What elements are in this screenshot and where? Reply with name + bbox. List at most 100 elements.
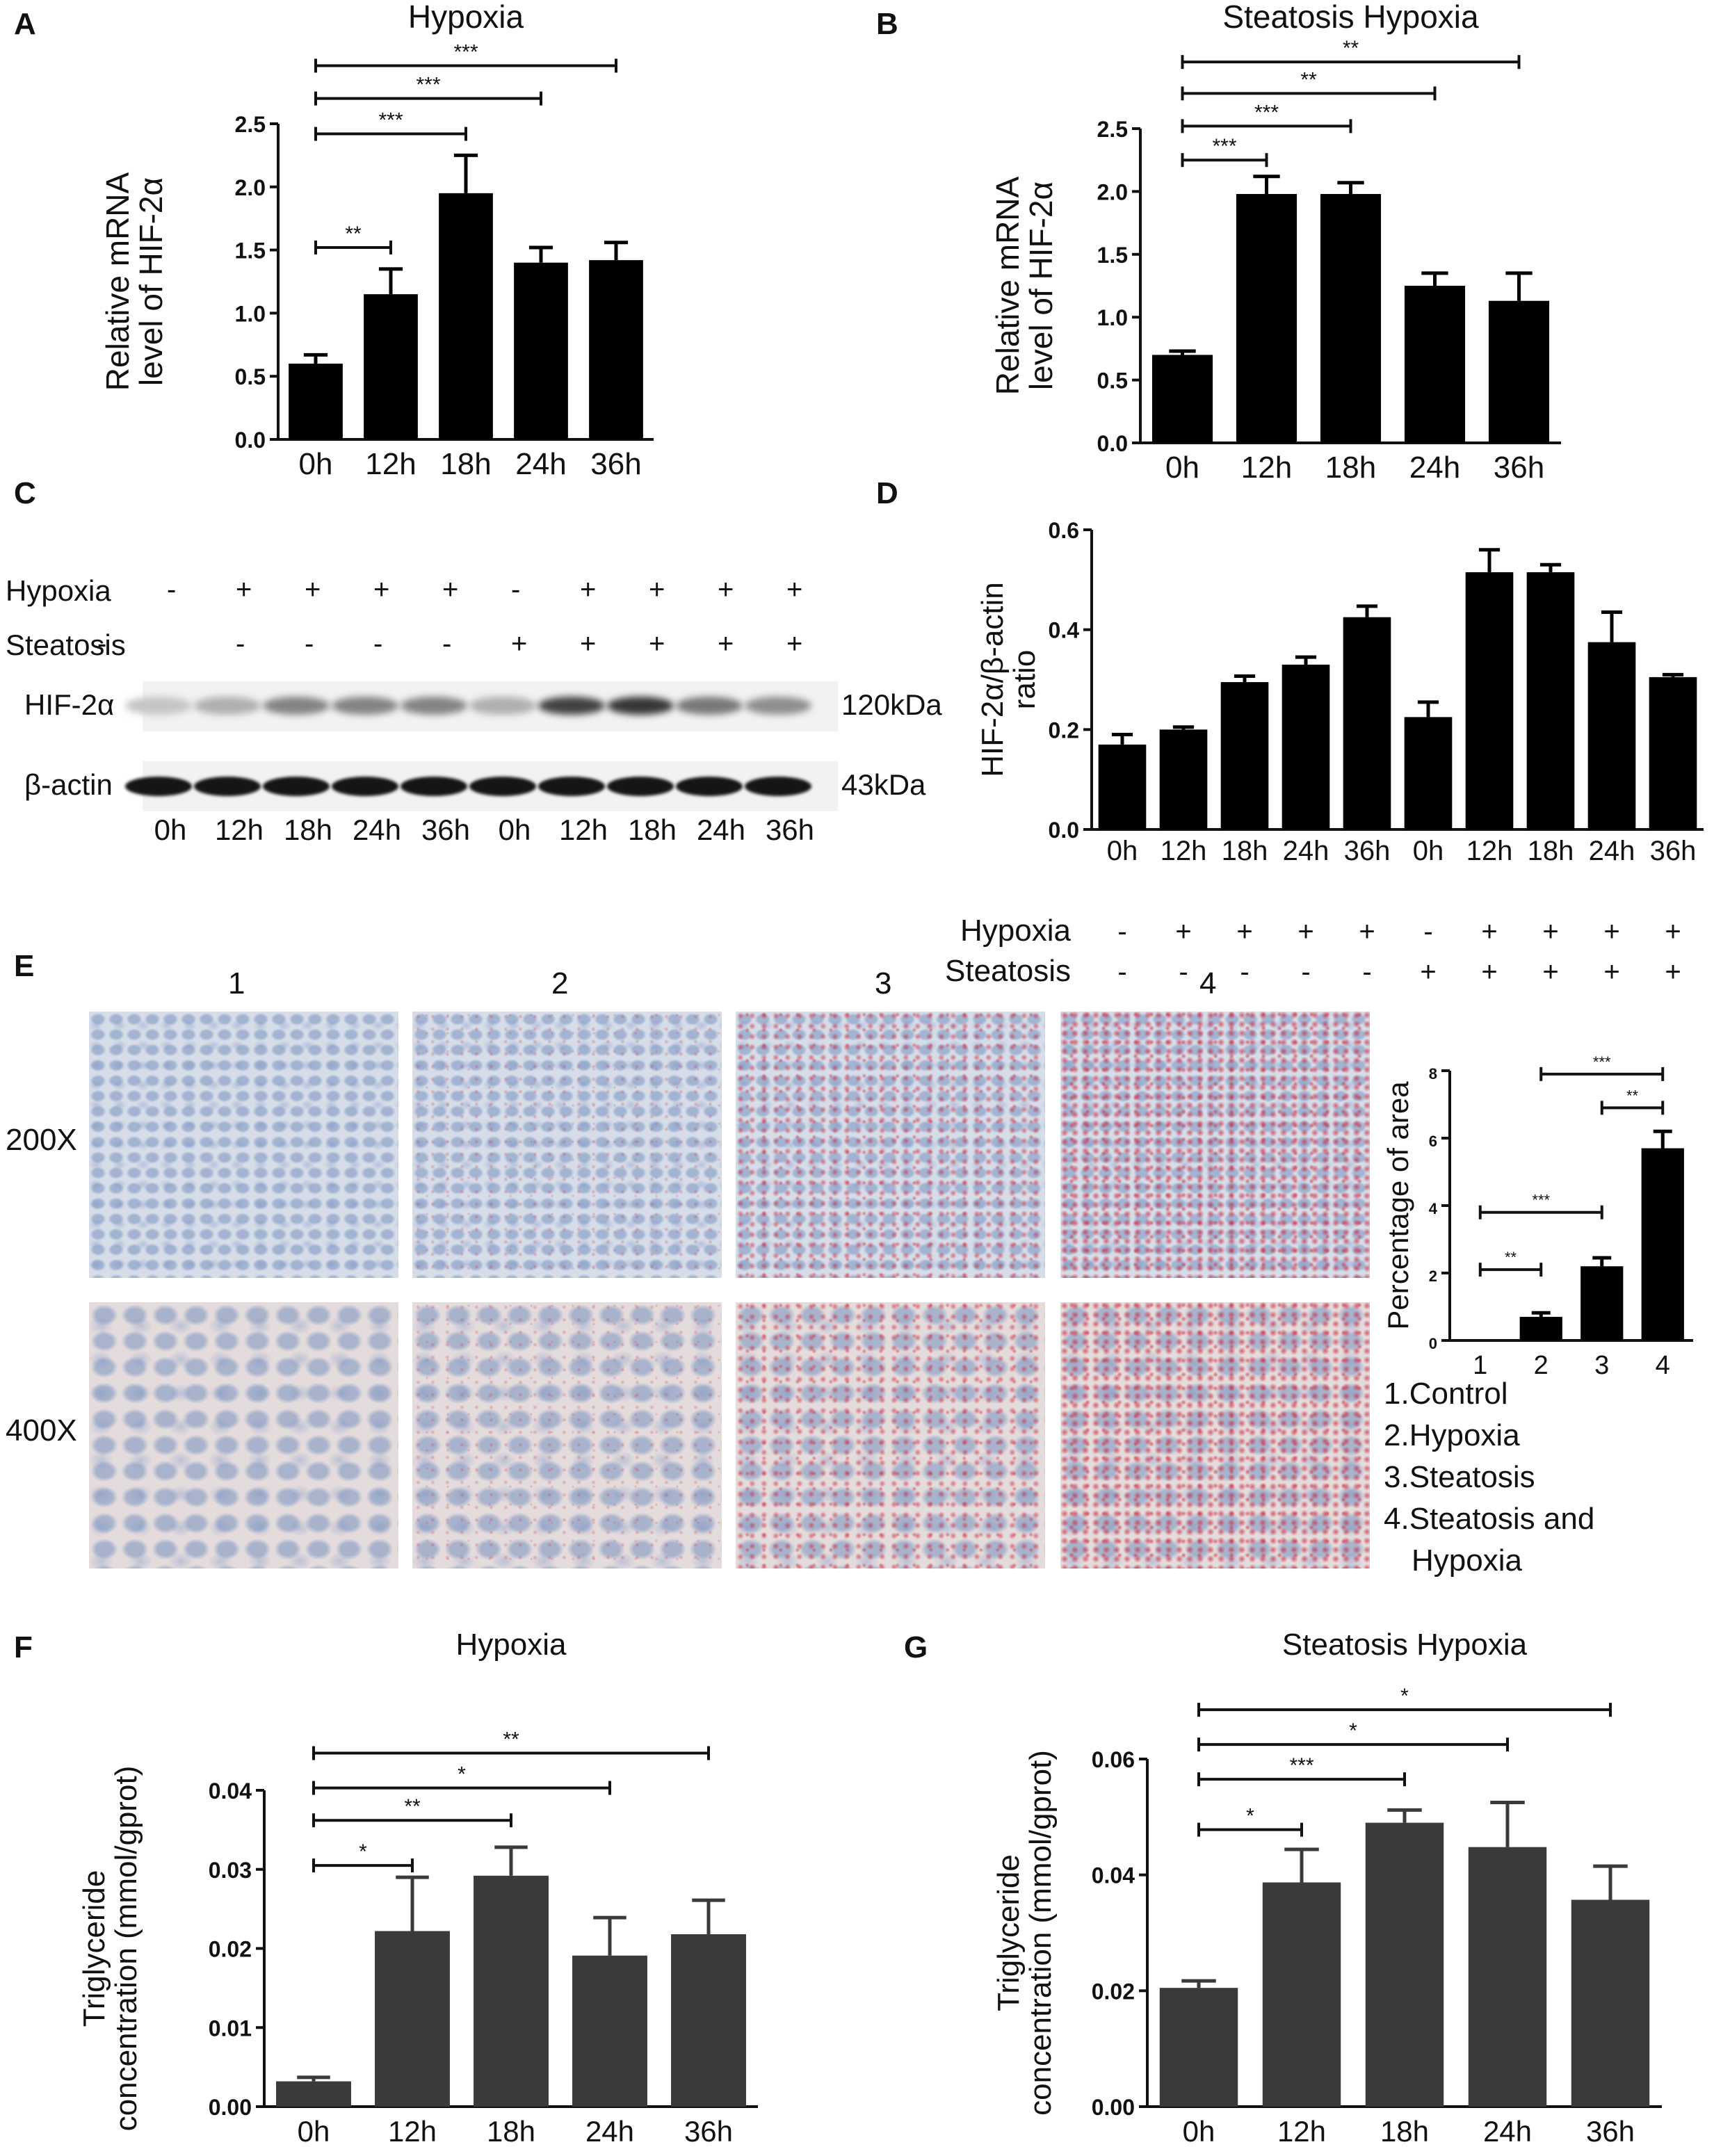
micrograph (412, 1012, 722, 1278)
significance-stars: * (1400, 1685, 1409, 1708)
y-tick-label: 0.00 (1092, 2095, 1135, 2120)
y-axis-label: level of HIF-2α (1023, 181, 1059, 390)
chart-title: Hypoxia (408, 0, 524, 35)
treatment-mark: + (1603, 957, 1619, 987)
y-axis-label: Percentage of area (1382, 1081, 1414, 1330)
x-tick-label: 18h (1380, 2115, 1429, 2148)
blot-treatment-mark: + (236, 574, 252, 605)
y-tick-label: 0.5 (235, 364, 266, 389)
micrograph (89, 1012, 398, 1278)
bar (1526, 572, 1575, 829)
significance-stars: *** (378, 109, 403, 132)
y-axis-label: Relative mRNA (99, 172, 136, 391)
y-tick-label: 2 (1429, 1267, 1437, 1285)
y-axis-label: Triglyceride (77, 1870, 111, 2027)
blot-treatment-mark: + (305, 574, 321, 605)
staining-column-label: 3 (875, 966, 892, 1000)
blot-band (125, 697, 192, 715)
blot-row-label: Steatosis (6, 629, 126, 661)
x-tick-label: 0h (1413, 836, 1444, 866)
bar (1320, 194, 1382, 443)
blot-treatment-mark: - (305, 629, 314, 659)
chart-title: Steatosis Hypoxia (1282, 1628, 1528, 1662)
bar (1343, 617, 1391, 829)
blot-treatment-mark: - (373, 629, 383, 659)
blot-band (469, 777, 536, 796)
y-tick-label: 0.01 (209, 2016, 252, 2041)
significance-stars: * (1349, 1719, 1357, 1742)
treatment-mark: - (1117, 957, 1126, 987)
x-tick-label: 24h (1283, 836, 1329, 866)
y-tick-label: 4 (1429, 1200, 1438, 1217)
panel-label-d: D (876, 476, 898, 510)
significance-stars: *** (1212, 135, 1236, 158)
chart-g-triglyceride-steatosis-hypoxia: Steatosis Hypoxia Triglycerideconcentrati… (992, 1628, 1662, 2148)
treatment-mark: + (1175, 916, 1191, 947)
blot-band (538, 777, 605, 796)
bar (1220, 682, 1269, 829)
y-tick-label: 0.6 (1049, 518, 1079, 543)
y-tick-label: 2.0 (235, 175, 266, 200)
bar (289, 364, 343, 439)
blot-band (676, 777, 743, 796)
bar (1404, 286, 1466, 443)
x-tick-label: 36h (1344, 836, 1391, 866)
y-tick-label: 0.04 (209, 1778, 252, 1804)
x-tick-label: 12h (388, 2115, 437, 2148)
y-tick-label: 1.5 (235, 238, 266, 264)
x-tick-label: 0h (1165, 451, 1199, 485)
x-tick-label: 0h (1107, 836, 1138, 866)
significance-stars: ** (1505, 1249, 1517, 1266)
y-tick-label: 8 (1429, 1065, 1437, 1083)
y-tick-label: 0.5 (1097, 368, 1128, 394)
blot-treatment-mark: + (580, 574, 597, 605)
x-tick-label: 18h (440, 447, 491, 481)
treatment-mark: + (1359, 916, 1375, 947)
blot-band (676, 697, 743, 715)
y-axis-label: level of HIF-2α (133, 177, 169, 386)
x-tick-label: 1 (1473, 1351, 1487, 1380)
bar (1580, 1266, 1624, 1340)
blot-treatment-mark: - (97, 629, 107, 659)
legend-entry: Hypoxia (1412, 1543, 1522, 1578)
significance-stars: *** (416, 74, 440, 97)
y-tick-label: 0.0 (1097, 431, 1128, 456)
y-tick-label: 0.02 (1092, 1979, 1135, 2004)
bar (474, 1875, 549, 2107)
significance-stars: ** (1626, 1087, 1639, 1104)
blot-band (607, 777, 674, 796)
blot-band (401, 697, 467, 715)
legend-entry: 4.Steatosis and (1384, 1502, 1595, 1536)
treatment-mark: + (1420, 957, 1436, 987)
treatment-mark: + (1297, 916, 1313, 947)
x-tick-label: 0h (299, 447, 333, 481)
significance-stars: ** (1343, 37, 1359, 60)
blot-band (332, 697, 398, 715)
treatment-mark: - (1362, 957, 1371, 987)
bar (1098, 744, 1147, 829)
y-tick-label: 6 (1429, 1133, 1437, 1150)
staining-column-label: 1 (228, 966, 245, 1000)
treatment-mark: + (1481, 916, 1497, 947)
panel-label-g: G (904, 1630, 928, 1664)
blot-band (538, 697, 605, 715)
blot-size-label: 43kDa (841, 768, 926, 801)
bar (1488, 300, 1550, 443)
bar (1262, 1882, 1341, 2107)
blot-treatment-mark: - (511, 574, 521, 605)
treatment-row-label: Hypoxia (960, 914, 1071, 948)
x-tick-label: 18h (1528, 836, 1574, 866)
x-tick-label: 12h (365, 447, 416, 481)
blot-treatment-mark: - (236, 629, 245, 659)
bar (1571, 1899, 1650, 2107)
micrograph (1060, 1012, 1370, 1278)
y-axis-label: Triglyceride (992, 1854, 1026, 2011)
blot-band (332, 777, 398, 796)
blot-protein-label: β-actin (24, 768, 113, 801)
micrograph (89, 1302, 398, 1569)
x-tick-label: 12h (1277, 2115, 1326, 2148)
blot-lane-label: 18h (627, 813, 677, 846)
x-tick-label: 3 (1594, 1351, 1609, 1380)
y-tick-label: 2.0 (1097, 179, 1128, 204)
